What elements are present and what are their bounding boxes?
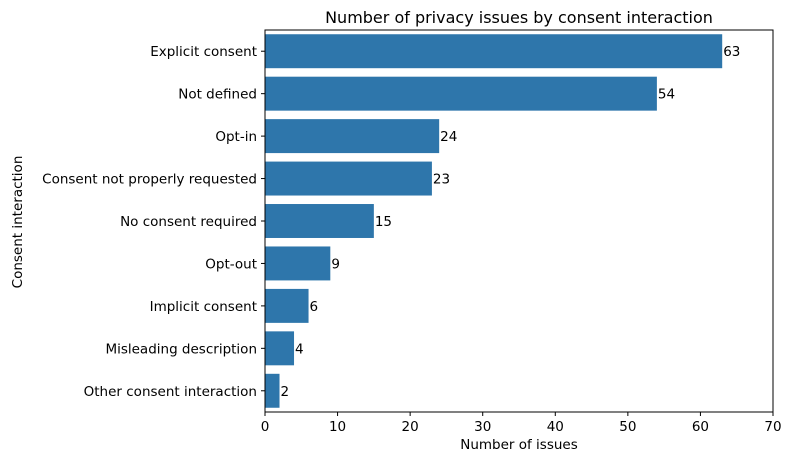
y-tick-label-no-consent-required: No consent required [120,214,257,230]
data-label-opt-in: 24 [440,129,457,145]
x-tick-label-20: 20 [402,419,419,435]
y-tick-label-opt-out: Opt-out [205,256,257,272]
x-axis-label: Number of issues [460,437,578,453]
x-tick-label-50: 50 [619,419,636,435]
x-axis-ticks: 0 10 20 30 40 50 60 70 [261,412,782,435]
y-axis-ticks: Explicit consent Not defined Opt-in Consent… [42,44,265,400]
x-tick-label-30: 30 [474,419,491,435]
x-tick-label-0: 0 [261,419,270,435]
data-label-no-consent-required: 15 [375,214,392,230]
data-labels-group: 63 54 24 23 15 9 6 4 2 [281,44,741,400]
data-label-opt-out: 9 [331,256,340,272]
y-tick-label-consent-not-properly-requested: Consent not properly requested [42,172,257,188]
y-tick-label-explicit-consent: Explicit consent [150,44,257,60]
bar-not-defined [265,76,657,111]
y-axis-label: Consent interaction [10,156,26,289]
y-tick-label-implicit-consent: Implicit consent [150,299,257,315]
data-label-misleading-description: 4 [295,341,304,357]
x-tick-label-10: 10 [329,419,346,435]
plot-frame [264,29,774,413]
data-label-other-consent-interaction: 2 [281,384,290,400]
bar-opt-out [265,246,331,281]
y-tick-label-misleading-description: Misleading description [105,341,257,357]
x-tick-label-40: 40 [547,419,564,435]
y-tick-label-other-consent-interaction: Other consent interaction [84,384,257,400]
x-tick-label-60: 60 [692,419,709,435]
data-label-explicit-consent: 63 [723,44,740,60]
bar-no-consent-required [265,204,374,238]
bar-consent-not-properly-requested [265,161,432,196]
data-label-consent-not-properly-requested: 23 [433,172,450,188]
chart-title: Number of privacy issues by consent inte… [325,8,713,27]
bar-other-consent-interaction [265,373,280,408]
data-label-implicit-consent: 6 [310,299,319,315]
y-tick-label-opt-in: Opt-in [215,129,257,145]
x-tick-label-70: 70 [764,419,781,435]
data-label-not-defined: 54 [658,87,675,103]
bar-implicit-consent [265,288,309,323]
bar-opt-in [265,119,440,154]
y-tick-label-not-defined: Not defined [178,87,257,103]
bar-misleading-description [265,331,295,366]
bars-group [265,34,723,408]
bar-explicit-consent [265,34,723,69]
